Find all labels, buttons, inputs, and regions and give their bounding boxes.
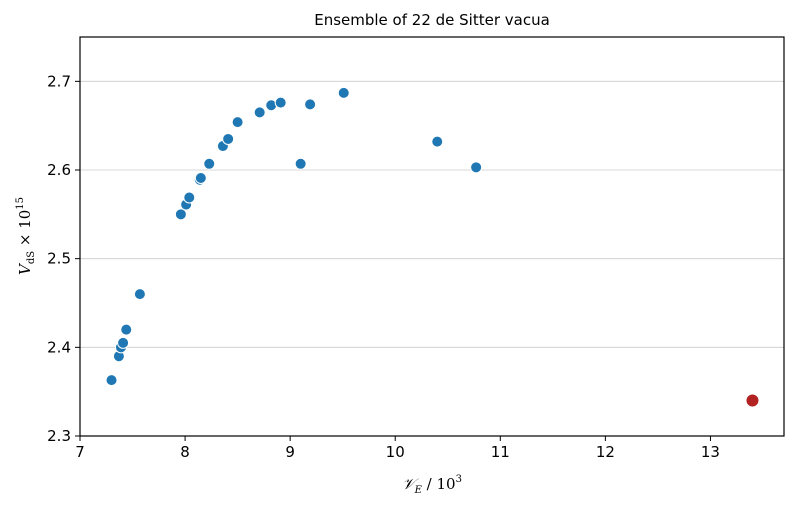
data-point — [274, 96, 287, 109]
chart-title: Ensemble of 22 de Sitter vacua — [314, 11, 550, 29]
x-label-sup: 3 — [456, 474, 462, 485]
y-label-tail: × 10 — [16, 210, 34, 251]
data-point — [194, 171, 207, 184]
data-point — [105, 374, 118, 387]
y-label-sub: dS — [26, 251, 37, 264]
data-point — [117, 336, 130, 349]
x-label-sub: E — [414, 485, 423, 496]
y-tick-label: 2.4 — [47, 338, 71, 356]
data-point — [120, 323, 133, 336]
highlight-point — [745, 393, 760, 408]
x-tick-label: 7 — [75, 443, 85, 461]
data-point — [183, 191, 196, 204]
data-point — [294, 157, 307, 170]
data-point — [431, 135, 444, 148]
plot-frame — [79, 36, 785, 437]
y-tick-label: 2.7 — [47, 72, 71, 90]
x-tick-label: 10 — [386, 443, 405, 461]
grid-lines — [80, 80, 784, 437]
x-tick-label: 11 — [491, 443, 510, 461]
data-point — [304, 98, 317, 111]
y-label-main: V — [16, 262, 34, 275]
data-point — [231, 116, 244, 129]
x-axis-label: 𝒱E / 103 — [402, 474, 462, 496]
x-tick-label: 8 — [180, 443, 190, 461]
x-label-tail: / 10 — [422, 475, 456, 493]
y-label-sup: 15 — [15, 197, 26, 210]
x-tick-label: 12 — [596, 443, 615, 461]
y-axis-label: VdS × 1015 — [15, 197, 37, 275]
data-point — [470, 161, 483, 174]
x-tick-label: 9 — [285, 443, 295, 461]
data-point — [133, 288, 146, 301]
data-point — [337, 86, 350, 99]
data-point — [253, 106, 266, 119]
y-tick-label: 2.6 — [47, 161, 71, 179]
x-tick-label: 13 — [701, 443, 720, 461]
data-point — [174, 208, 187, 221]
data-point — [203, 157, 216, 170]
data-points — [105, 86, 760, 408]
y-tick-label: 2.3 — [47, 427, 71, 445]
axis-ticks: 2.3 2.4 2.5 2.6 2.7 7 8 9 10 11 12 13 — [47, 72, 720, 461]
data-point — [222, 132, 235, 145]
y-tick-label: 2.5 — [47, 250, 71, 268]
